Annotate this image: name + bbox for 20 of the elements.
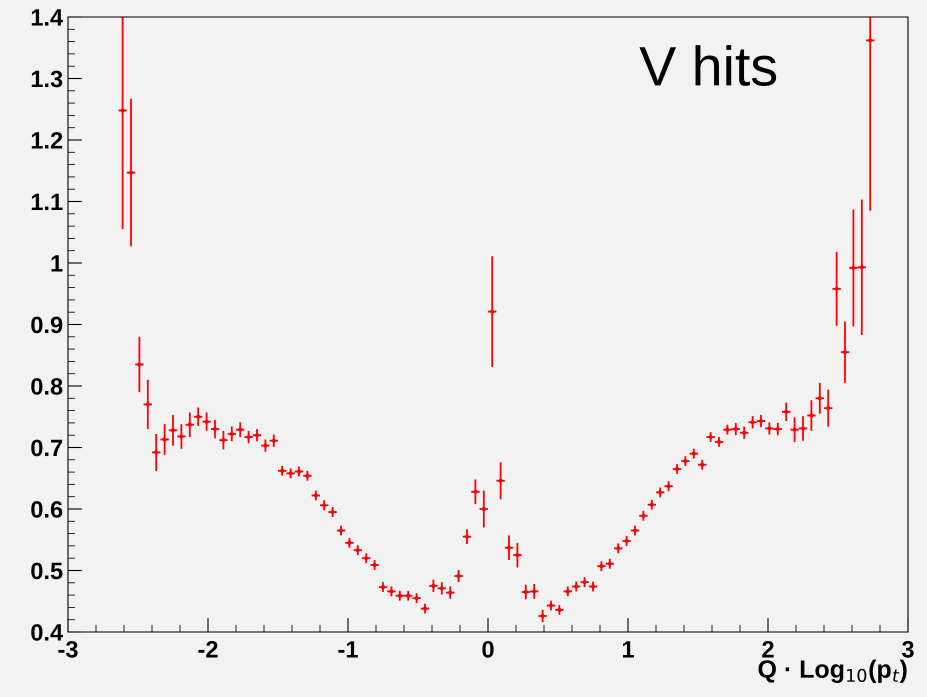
x-tick-label: 3 <box>902 640 914 658</box>
y-tick-label: 0.8 <box>31 378 62 395</box>
y-tick-label: 0.5 <box>31 562 62 580</box>
y-tick-label: 1 <box>51 255 62 272</box>
y-tick-label: 1.1 <box>32 194 62 210</box>
x-tick-label: 0 <box>482 640 494 658</box>
x-tick-label: 2 <box>762 640 774 658</box>
y-tick-label: 1.4 <box>32 9 64 26</box>
y-tick-label: 0.7 <box>31 440 62 456</box>
x-tick-label: 1 <box>622 641 634 658</box>
x-tick-label: -2 <box>198 640 218 658</box>
x-tick-label: -3 <box>58 640 78 658</box>
y-tick-label: 0.4 <box>31 624 64 641</box>
x-axis-title: Q · Log$_{10}$(p$_{t}$) <box>758 660 907 683</box>
y-tick-label: 1.2 <box>32 132 62 149</box>
x-tick-label: -1 <box>338 641 358 658</box>
y-tick-label: 0.6 <box>31 501 62 518</box>
y-tick-label: 1.3 <box>32 70 62 88</box>
y-tick-label: 0.9 <box>31 316 62 334</box>
annotation: V hits <box>639 45 776 86</box>
